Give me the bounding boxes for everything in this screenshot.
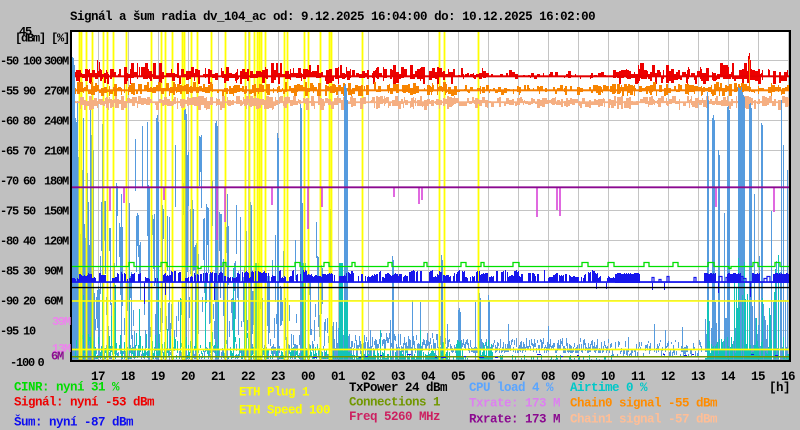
svg-text:Chain1 signal -57 dBm: Chain1 signal -57 dBm	[570, 413, 718, 427]
svg-text:07: 07	[511, 370, 525, 384]
svg-text:Šum: nyní -87 dBm: Šum: nyní -87 dBm	[14, 415, 134, 430]
svg-text:-50: -50	[0, 55, 19, 69]
svg-text:-95: -95	[0, 325, 19, 339]
svg-text:-80: -80	[0, 235, 19, 249]
svg-text:30: 30	[23, 265, 36, 279]
svg-text:CINR: nyní 31 %: CINR: nyní 31 %	[14, 381, 120, 395]
svg-text:20: 20	[23, 295, 36, 309]
svg-text:14: 14	[721, 370, 736, 384]
svg-text:150M: 150M	[44, 205, 69, 219]
svg-text:TxPower 24 dBm: TxPower 24 dBm	[349, 381, 448, 395]
svg-text:06: 06	[481, 370, 495, 384]
svg-text:120M: 120M	[44, 235, 69, 249]
svg-text:20: 20	[181, 370, 195, 384]
svg-text:90M: 90M	[44, 265, 63, 279]
svg-text:45: 45	[19, 25, 32, 39]
svg-text:ETH Plug 1: ETH Plug 1	[239, 386, 309, 400]
svg-text:23: 23	[271, 370, 285, 384]
svg-text:50: 50	[23, 205, 36, 219]
svg-text:Connections 1: Connections 1	[349, 396, 440, 410]
svg-text:-55: -55	[0, 85, 19, 99]
svg-text:Airtime 0 %: Airtime 0 %	[570, 381, 648, 395]
svg-text:39M: 39M	[52, 315, 71, 329]
svg-text:Chain0 signal -55 dBm: Chain0 signal -55 dBm	[570, 397, 718, 411]
svg-text:05: 05	[451, 370, 465, 384]
svg-text:ETH Speed 100: ETH Speed 100	[239, 403, 330, 417]
svg-text:240M: 240M	[44, 115, 69, 129]
svg-text:10: 10	[601, 370, 615, 384]
svg-text:6M: 6M	[51, 350, 64, 364]
svg-text:16: 16	[781, 370, 795, 384]
svg-text:01: 01	[331, 370, 345, 384]
svg-text:270M: 270M	[44, 85, 69, 99]
svg-text:03: 03	[391, 370, 405, 384]
svg-text:02: 02	[361, 370, 375, 384]
svg-text:-75: -75	[0, 205, 19, 219]
svg-text:13: 13	[691, 370, 705, 384]
svg-text:-100: -100	[10, 356, 35, 370]
svg-text:300M: 300M	[44, 55, 69, 69]
svg-text:CPU load 4 %: CPU load 4 %	[469, 381, 554, 395]
svg-text:08: 08	[541, 370, 555, 384]
svg-text:Txrate: 173 M: Txrate: 173 M	[469, 397, 560, 411]
svg-text:21: 21	[211, 370, 225, 384]
svg-text:40: 40	[23, 235, 36, 249]
svg-text:100: 100	[23, 55, 42, 69]
svg-text:70: 70	[23, 145, 36, 159]
svg-text:-70: -70	[0, 175, 19, 189]
svg-text:17: 17	[91, 370, 105, 384]
svg-text:19: 19	[151, 370, 165, 384]
svg-text:04: 04	[421, 370, 436, 384]
svg-text:00: 00	[301, 370, 315, 384]
svg-text:12: 12	[661, 370, 675, 384]
svg-text:09: 09	[571, 370, 585, 384]
svg-text:13M: 13M	[52, 342, 71, 356]
svg-text:11: 11	[631, 370, 645, 384]
svg-text:18: 18	[121, 370, 135, 384]
svg-text:Rxrate: 173 M: Rxrate: 173 M	[469, 413, 560, 427]
svg-text:60: 60	[23, 175, 36, 189]
svg-text:60M: 60M	[44, 295, 63, 309]
svg-text:-60: -60	[0, 115, 19, 129]
svg-text:-90: -90	[0, 295, 19, 309]
svg-text:22: 22	[241, 370, 255, 384]
svg-text:90: 90	[23, 85, 36, 99]
svg-text:[dBm] [%]: [dBm] [%]	[15, 32, 69, 46]
svg-text:10: 10	[23, 325, 36, 339]
svg-text:-85: -85	[0, 265, 19, 279]
svg-text:Signál a šum radia dv_104_ac o: Signál a šum radia dv_104_ac od: 9.12.20…	[70, 10, 595, 24]
svg-text:210M: 210M	[44, 145, 69, 159]
svg-text:[h]: [h]	[769, 381, 790, 395]
svg-text:Freq 5260 MHz: Freq 5260 MHz	[349, 410, 440, 424]
svg-text:-65: -65	[0, 145, 19, 159]
svg-text:Signál: nyní -53 dBm: Signál: nyní -53 dBm	[14, 396, 155, 410]
svg-text:15: 15	[751, 370, 765, 384]
svg-text:0: 0	[38, 356, 45, 370]
svg-text:80: 80	[23, 115, 36, 129]
svg-text:180M: 180M	[44, 175, 69, 189]
